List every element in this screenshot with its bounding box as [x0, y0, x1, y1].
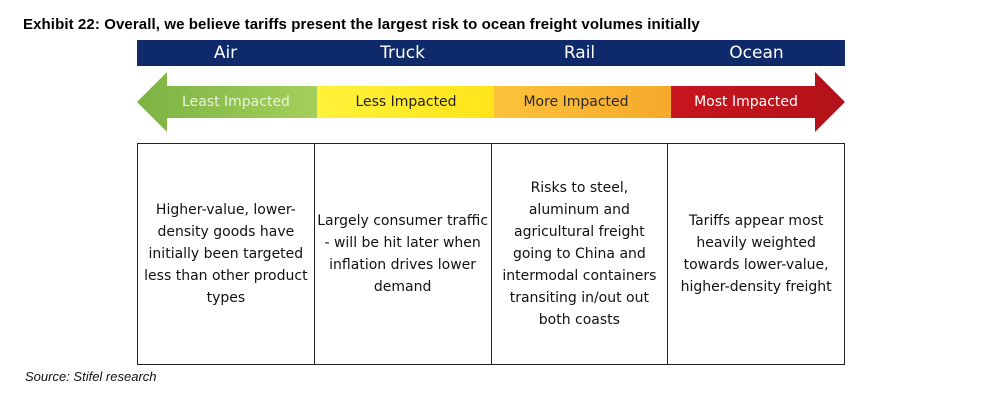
impact-arrow-graphic	[137, 72, 845, 132]
description-air: Higher-value, lower-density goods have i…	[138, 144, 315, 364]
exhibit-title: Exhibit 22: Overall, we believe tariffs …	[23, 16, 700, 33]
most-impacted-segment	[671, 72, 845, 132]
least-impacted-segment	[137, 72, 318, 132]
description-ocean: Tariffs appear most heavily weighted tow…	[668, 144, 844, 364]
less-impacted-segment	[317, 86, 495, 118]
impact-arrow: Least Impacted Less Impacted More Impact…	[137, 72, 845, 132]
description-table: Higher-value, lower-density goods have i…	[137, 143, 845, 365]
transport-mode-header: Air Truck Rail Ocean	[137, 40, 845, 66]
less-impacted-label: Less Impacted	[355, 94, 457, 110]
header-air: Air	[213, 43, 238, 63]
header-truck: Truck	[380, 43, 425, 63]
more-impacted-label: More Impacted	[523, 94, 629, 110]
least-impacted-label: Least Impacted	[182, 94, 290, 110]
description-truck: Largely consumer traffic - will be hit l…	[315, 144, 492, 364]
source-note: Source: Stifel research	[25, 369, 157, 384]
header-rail: Rail	[563, 43, 596, 63]
description-rail-text: Risks to steel, aluminum and agricultura…	[502, 180, 657, 328]
description-truck-text: Largely consumer traffic - will be hit l…	[317, 213, 489, 295]
description-air-text: Higher-value, lower-density goods have i…	[144, 202, 308, 306]
description-ocean-text: Tariffs appear most heavily weighted tow…	[680, 213, 832, 295]
description-rail: Risks to steel, aluminum and agricultura…	[492, 144, 669, 364]
most-impacted-label: Most Impacted	[694, 94, 798, 110]
more-impacted-segment	[494, 86, 672, 118]
header-ocean: Ocean	[729, 43, 784, 63]
